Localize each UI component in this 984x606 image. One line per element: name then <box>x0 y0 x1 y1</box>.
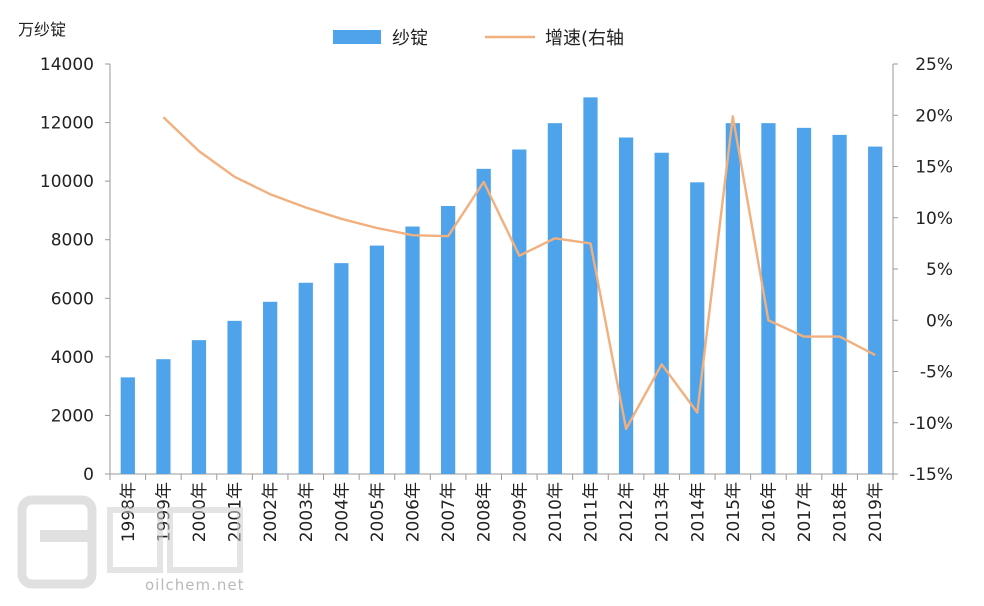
bar <box>227 320 242 474</box>
watermark-logo <box>17 495 243 589</box>
right-tick-label: 10% <box>915 209 953 229</box>
x-tick-label: 2002年 <box>261 482 281 542</box>
x-tick-label: 2018年 <box>831 482 851 542</box>
right-tick-label: 5% <box>926 260 953 280</box>
x-tick-label: 2015年 <box>724 482 744 542</box>
bar <box>832 134 847 474</box>
tick-labels: 0 2000 4000 6000 8000 10000 12000 14000 -15% -10%… <box>40 55 953 542</box>
growth-line <box>162 115 876 431</box>
bar <box>298 282 313 474</box>
x-tick-label: 2017年 <box>795 482 815 542</box>
bar <box>334 263 349 474</box>
bar <box>156 359 171 474</box>
bar <box>191 340 207 474</box>
left-tick-label: 6000 <box>51 289 94 309</box>
bar <box>547 123 563 475</box>
left-tick-label: 8000 <box>51 231 94 251</box>
right-tick-label: 20% <box>915 106 953 126</box>
left-tick-label: 12000 <box>40 114 94 134</box>
watermark-text: oilchem.net <box>145 576 245 594</box>
left-tick-label: 4000 <box>51 348 94 368</box>
bar <box>405 226 420 474</box>
x-tick-label: 2009年 <box>510 482 530 542</box>
bar <box>440 206 456 475</box>
legend: 纱锭 增速(右轴 <box>333 28 624 49</box>
bar <box>725 123 740 475</box>
x-tick-label: 2012年 <box>617 482 637 542</box>
right-tick-label: 15% <box>915 158 953 178</box>
x-tick-label: 2007年 <box>439 482 459 542</box>
x-tick-label: 2019年 <box>866 482 886 542</box>
right-tick-label: -5% <box>920 363 953 383</box>
x-tick-label: 2003年 <box>297 482 317 542</box>
bar <box>868 146 883 475</box>
bar <box>263 301 278 474</box>
x-tick-label: 2016年 <box>759 482 779 542</box>
left-tick-label: 0 <box>83 465 94 485</box>
left-axis-label: 万纱锭 <box>18 20 66 39</box>
right-tick-label: -10% <box>909 414 953 434</box>
left-tick-label: 10000 <box>40 172 94 192</box>
bar <box>761 123 776 475</box>
bar <box>618 137 634 474</box>
bar <box>690 182 705 475</box>
x-tick-label: 2014年 <box>688 482 708 542</box>
bar <box>369 245 385 474</box>
bar <box>654 152 669 474</box>
legend-label-bars: 纱锭 <box>392 28 428 49</box>
axes <box>105 63 898 480</box>
bar <box>583 97 598 474</box>
right-tick-label: 25% <box>915 55 953 75</box>
bar <box>796 127 812 474</box>
x-tick-label: 2005年 <box>368 482 388 542</box>
bar <box>120 377 135 474</box>
x-tick-label: 2008年 <box>475 482 495 542</box>
left-tick-label: 2000 <box>51 406 94 426</box>
x-tick-label: 2011年 <box>581 482 601 542</box>
x-tick-label: 2010年 <box>546 482 566 542</box>
bar <box>476 168 491 475</box>
right-tick-label: 0% <box>926 311 953 331</box>
right-tick-label: -15% <box>909 465 953 485</box>
legend-label-line: 增速(右轴 <box>545 28 624 49</box>
bar-series <box>120 97 883 475</box>
legend-swatch-bars <box>333 30 381 44</box>
x-tick-label: 2013年 <box>653 482 673 542</box>
x-tick-label: 2004年 <box>332 482 352 542</box>
x-tick-label: 2006年 <box>404 482 424 542</box>
left-tick-label: 14000 <box>40 55 94 75</box>
bar <box>512 149 527 474</box>
